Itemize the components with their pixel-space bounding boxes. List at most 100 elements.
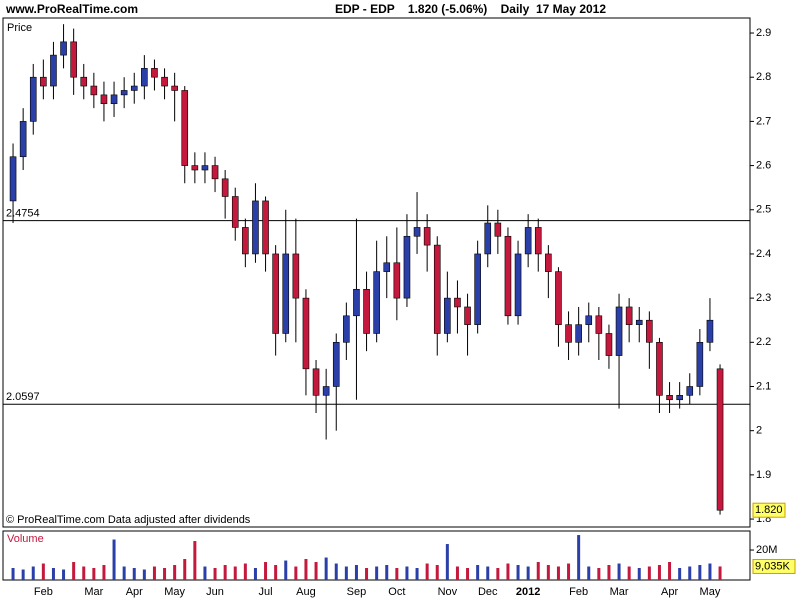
volume-bar (698, 565, 702, 580)
volume-bar (435, 565, 439, 580)
x-tick-label: 2012 (516, 586, 540, 598)
volume-bar (193, 541, 197, 580)
volume-bar (344, 566, 348, 580)
candle-body (80, 76, 88, 87)
volume-bar (637, 568, 641, 580)
x-tick-label: May (700, 586, 721, 598)
candle-body (282, 253, 290, 334)
candle-body (635, 319, 643, 325)
volume-bar (122, 566, 126, 580)
x-tick-label: Sep (347, 586, 367, 598)
x-tick-label: Feb (34, 586, 53, 598)
candle-body (716, 368, 724, 511)
candle-body (191, 165, 199, 171)
candle-body (322, 386, 330, 396)
candle-body (151, 68, 158, 78)
candle-body (343, 315, 350, 343)
candle-body (332, 342, 340, 387)
volume-bar (253, 568, 257, 580)
candle-body (706, 319, 714, 343)
volume-bar (466, 568, 470, 580)
level-label: 2.0597 (6, 391, 40, 403)
volume-bar (152, 566, 156, 580)
volume-bar (526, 566, 530, 580)
volume-bar (627, 566, 631, 580)
volume-bar (82, 566, 86, 580)
y-tick-label: 2.9 (756, 27, 771, 39)
volume-bar (647, 566, 651, 580)
volume-bar (304, 559, 308, 580)
x-tick-label: Jul (259, 586, 273, 598)
candle-body (161, 76, 168, 87)
candle-body (433, 244, 441, 334)
candle-body (403, 235, 411, 299)
candle-body (201, 165, 209, 171)
x-tick-label: Oct (388, 586, 405, 598)
y-tick-label: 2.7 (756, 115, 771, 127)
volume-bar (163, 568, 167, 580)
volume-bar (395, 568, 399, 580)
candle-body (242, 227, 249, 255)
candle-body (565, 324, 572, 343)
volume-bar (142, 569, 146, 580)
candle-body (676, 395, 683, 401)
volume-bar (334, 563, 338, 580)
candle-body (454, 297, 461, 308)
volume-bar (92, 568, 96, 580)
volume-bar (112, 539, 116, 580)
volume-bar (607, 565, 611, 580)
candle-body (302, 297, 310, 370)
chart-title: EDP - EDP 1.820 (-5.06%) Daily 17 May 20… (335, 2, 606, 16)
candle-body (524, 227, 532, 255)
y-tick-label: 2.8 (756, 71, 771, 83)
volume-bar (617, 563, 621, 580)
price-panel (2, 17, 751, 528)
y-tick-label: 2.2 (756, 336, 771, 348)
candle-body (464, 306, 471, 325)
volume-bar (132, 568, 136, 580)
volume-bar (324, 557, 328, 580)
volume-bar (415, 568, 419, 580)
candle-body (474, 253, 481, 325)
x-tick-label: Jun (206, 586, 224, 598)
last-price-box (752, 502, 786, 518)
candle-body (312, 368, 320, 396)
candle-body (494, 222, 502, 237)
volume-bar (41, 563, 45, 580)
volume-bar (72, 562, 76, 580)
level-label: 2.4754 (6, 208, 40, 220)
candle-body (100, 94, 108, 105)
candle-body (555, 271, 562, 325)
candle-body (625, 306, 633, 325)
candle-body (110, 94, 118, 105)
x-tick-label: Feb (569, 586, 588, 598)
candle-body (90, 85, 98, 96)
candle-body (646, 319, 653, 343)
volume-bar (365, 568, 369, 580)
candle-body (50, 54, 57, 87)
volume-bar (445, 544, 449, 580)
volume-bar (233, 566, 237, 580)
candle-body (272, 253, 279, 334)
candle-body (181, 90, 189, 166)
candle-body (373, 271, 380, 334)
candle-body (696, 342, 704, 387)
volume-bar (708, 563, 712, 580)
candle-body (393, 262, 401, 299)
volume-bar (455, 566, 459, 580)
volume-bar (21, 569, 25, 580)
volume-bar (294, 566, 298, 580)
candle-body (221, 178, 229, 197)
volume-bar (51, 568, 55, 580)
volume-bar (274, 565, 278, 580)
x-tick-label: Apr (661, 586, 678, 598)
candle-body (423, 227, 431, 246)
candle-body (444, 297, 451, 334)
candle-body (141, 68, 148, 87)
volume-bar (213, 568, 217, 580)
candle-body (656, 342, 663, 396)
candle-body (130, 85, 138, 91)
